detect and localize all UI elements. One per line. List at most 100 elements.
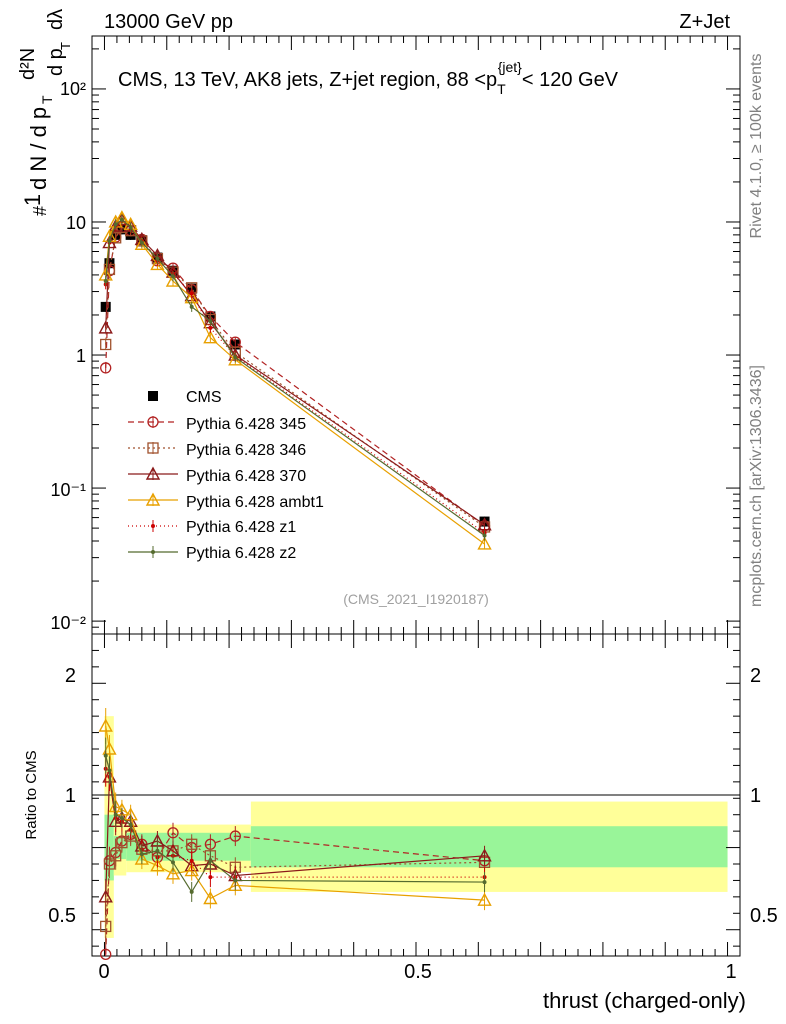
ratio-point [119, 816, 124, 820]
ratio-point [229, 830, 241, 842]
ratio-point [103, 753, 108, 758]
legend-label: Pythia 6.428 z2 [186, 545, 296, 562]
legend-marker [145, 492, 161, 506]
legend: CMS Pythia 6.428 345 Pythia 6.428 346 Py… [128, 389, 324, 562]
data-point [171, 274, 175, 279]
data-point [107, 238, 112, 243]
legend-label: Pythia 6.428 370 [186, 468, 306, 485]
ratio-point [150, 858, 165, 872]
legend-marker [145, 466, 161, 480]
ratio-point [110, 850, 122, 862]
ratio-line [105, 725, 485, 901]
main-series-layer [98, 210, 492, 550]
header-left: 13000 GeV pp [104, 11, 233, 33]
ratio-point [116, 836, 128, 849]
ratio-point [102, 741, 117, 755]
legend-marker [151, 524, 155, 528]
ratio-point [155, 848, 160, 853]
header-right: Z+Jet [679, 11, 730, 33]
data-point [108, 218, 123, 232]
ratio-line [105, 831, 485, 955]
data-point [150, 256, 165, 271]
data-point [100, 338, 112, 351]
legend-marker [147, 442, 159, 454]
ratio-point [203, 891, 218, 905]
data-point [189, 291, 194, 296]
series-line [105, 218, 485, 536]
data-point [104, 258, 115, 269]
data-point [155, 256, 160, 261]
data-point [203, 330, 218, 344]
y-label-part: T [58, 42, 73, 50]
ratio-point [477, 848, 492, 862]
data-point [119, 217, 124, 222]
data-point [482, 533, 487, 538]
analysis-watermark: (CMS_2021_I1920187) [343, 591, 489, 607]
data-point [100, 301, 111, 312]
ratio-point [128, 822, 133, 827]
ratio-point [139, 852, 144, 857]
y-label-part: # [30, 206, 50, 216]
ratio-line [105, 835, 485, 927]
data-point [139, 240, 144, 245]
ratio-line [105, 755, 485, 894]
axis-ticks [92, 36, 740, 956]
x-axis-label: thrust (charged-only) [543, 988, 746, 1013]
ratio-point [482, 880, 487, 885]
y-label-part: d p [45, 48, 67, 76]
x-tick-label: 1 [725, 961, 736, 983]
ratio-point [167, 827, 179, 839]
data-point [189, 304, 194, 309]
y-tick-label: 10² [60, 79, 86, 99]
ratio-y-tick-label: 0.5 [48, 905, 76, 927]
y-label-part: 1 [20, 194, 45, 206]
data-point [128, 225, 133, 230]
y-label-part: T [39, 95, 55, 104]
legend-label: Pythia 6.428 z1 [186, 519, 296, 536]
ratio-y-tick-label-right: 1 [750, 785, 761, 807]
ratio-point [208, 858, 213, 863]
y-axis-label: 1 # d N / d p T d²N d p T dλ [17, 9, 73, 216]
y-label-part: d²N [17, 48, 39, 80]
y-tick-label: 1 [76, 346, 86, 366]
x-tick-label: 0.5 [404, 961, 432, 983]
ratio-point [233, 878, 238, 883]
legend-label: CMS [186, 389, 222, 406]
legend-label: Pythia 6.428 ambt1 [186, 494, 324, 511]
ratio-point [189, 858, 194, 863]
y-tick-label: 10⁻¹ [50, 480, 86, 500]
ratio-y-tick-label-right: 2 [750, 665, 761, 687]
legend-label: Pythia 6.428 346 [186, 442, 306, 459]
data-point [134, 236, 150, 250]
data-point [98, 320, 113, 334]
data-point [477, 536, 492, 550]
ratio-point [100, 920, 112, 933]
ratio-point [189, 889, 194, 894]
data-point [100, 362, 112, 374]
ratio-y-tick-label: 2 [65, 665, 76, 687]
legend-label: Pythia 6.428 345 [186, 416, 306, 433]
ratio-point [171, 860, 175, 865]
ratio-point [98, 889, 113, 903]
ratio-point [103, 858, 116, 870]
y-tick-label: 10⁻² [50, 613, 86, 633]
ratio-point [477, 892, 492, 906]
ratio-point [100, 948, 112, 961]
y-label-part: d N / d p [26, 107, 51, 190]
uncertainty-bands [104, 716, 728, 938]
ratio-point [186, 838, 198, 850]
rivet-label: Rivet 4.1.0, ≥ 100k events [748, 54, 765, 239]
data-point [208, 325, 213, 330]
data-point [113, 222, 118, 227]
ratio-point [184, 863, 199, 877]
ratio-point [98, 718, 113, 732]
mcplots-label: mcplots.cern.ch [arXiv:1306.3436] [748, 365, 765, 607]
data-point [208, 319, 213, 324]
x-tick-label: 0 [98, 961, 109, 983]
ratio-point [107, 768, 112, 773]
legend-marker [151, 550, 155, 554]
data-point [103, 279, 108, 284]
ratio-y-tick-label: 1 [65, 785, 76, 807]
ratio-series-layer [98, 708, 492, 961]
